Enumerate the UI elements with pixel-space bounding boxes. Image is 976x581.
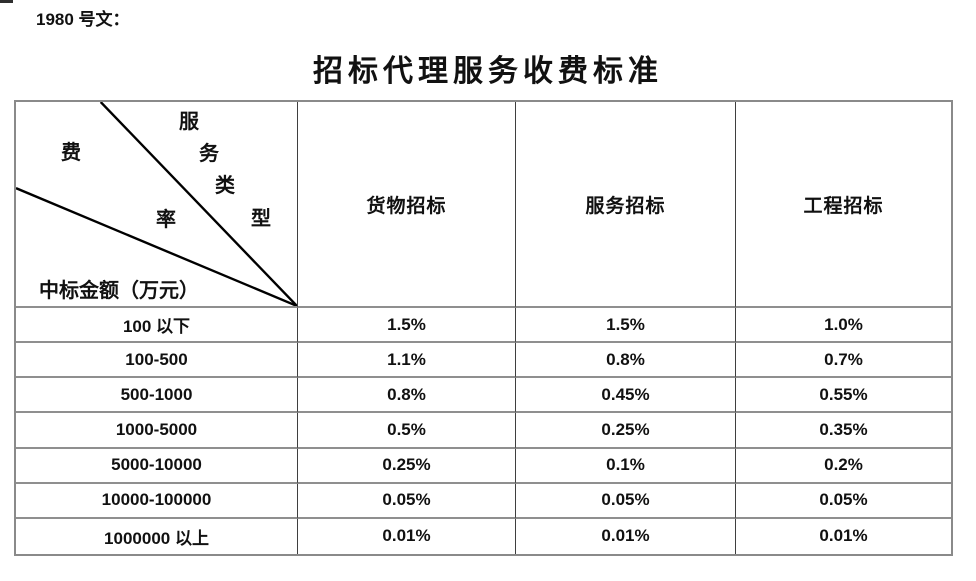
fee-value-cell: 0.45% bbox=[516, 378, 736, 414]
fee-value-cell: 0.25% bbox=[298, 448, 516, 484]
fee-value-cell: 0.8% bbox=[298, 378, 516, 414]
col-header-engineering-bidding: 工程招标 bbox=[736, 102, 951, 308]
fee-value-cell: 1.5% bbox=[298, 308, 516, 344]
fee-value-cell: 0.05% bbox=[736, 484, 951, 519]
row-range-cell: 1000000 以上 bbox=[16, 518, 298, 554]
col-header-service-bidding: 服务招标 bbox=[516, 102, 736, 308]
fee-value-cell: 0.35% bbox=[736, 413, 951, 449]
row-range-cell: 5000-10000 bbox=[16, 448, 298, 484]
row-range-cell: 100-500 bbox=[16, 343, 298, 379]
scan-artifact bbox=[0, 0, 13, 3]
corner-fee-char: 费 bbox=[61, 140, 81, 164]
doc-number-label: 1980 号文： bbox=[36, 10, 130, 29]
fee-value-cell: 0.55% bbox=[736, 378, 951, 414]
row-range-cell: 100 以下 bbox=[16, 308, 298, 344]
fee-value-cell: 0.01% bbox=[516, 518, 736, 554]
fee-value-cell: 0.7% bbox=[736, 343, 951, 379]
fee-value-cell: 0.05% bbox=[298, 483, 516, 519]
corner-amount-label: 中标金额（万元） bbox=[39, 278, 199, 302]
corner-type-char: 型 bbox=[251, 206, 271, 230]
fee-value-cell: 0.25% bbox=[516, 413, 736, 449]
corner-type-char: 务 bbox=[199, 141, 219, 165]
fee-value-cell: 0.2% bbox=[736, 449, 951, 484]
col-header-goods-bidding: 货物招标 bbox=[298, 102, 516, 308]
fee-value-cell: 1.5% bbox=[516, 308, 736, 344]
diagonal-corner-cell: 服 务 类 型 费 率 中标金额（万元） bbox=[16, 102, 298, 308]
fee-value-cell: 1.0% bbox=[736, 308, 951, 344]
corner-fee-char: 率 bbox=[156, 207, 176, 231]
diagonal-divider-lines bbox=[16, 102, 297, 306]
fee-value-cell: 0.5% bbox=[298, 413, 516, 449]
corner-type-char: 服 bbox=[179, 109, 199, 133]
fee-value-cell: 0.05% bbox=[516, 483, 736, 519]
page-title: 招标代理服务收费标准 bbox=[313, 54, 663, 89]
fee-value-cell: 0.8% bbox=[516, 343, 736, 379]
row-range-cell: 10000-100000 bbox=[16, 483, 298, 519]
fee-value-cell: 0.1% bbox=[516, 448, 736, 484]
corner-type-char: 类 bbox=[215, 173, 235, 197]
row-range-cell: 500-1000 bbox=[16, 378, 298, 414]
fee-standard-table: 服 务 类 型 费 率 中标金额（万元） 货物招标 服务招标 工程招标 100 … bbox=[14, 100, 953, 556]
fee-value-cell: 0.01% bbox=[819, 526, 868, 546]
fee-value-cell: 1.1% bbox=[298, 343, 516, 379]
row-range-cell: 1000-5000 bbox=[16, 413, 298, 449]
fee-value-cell: 0.01% bbox=[298, 518, 516, 554]
